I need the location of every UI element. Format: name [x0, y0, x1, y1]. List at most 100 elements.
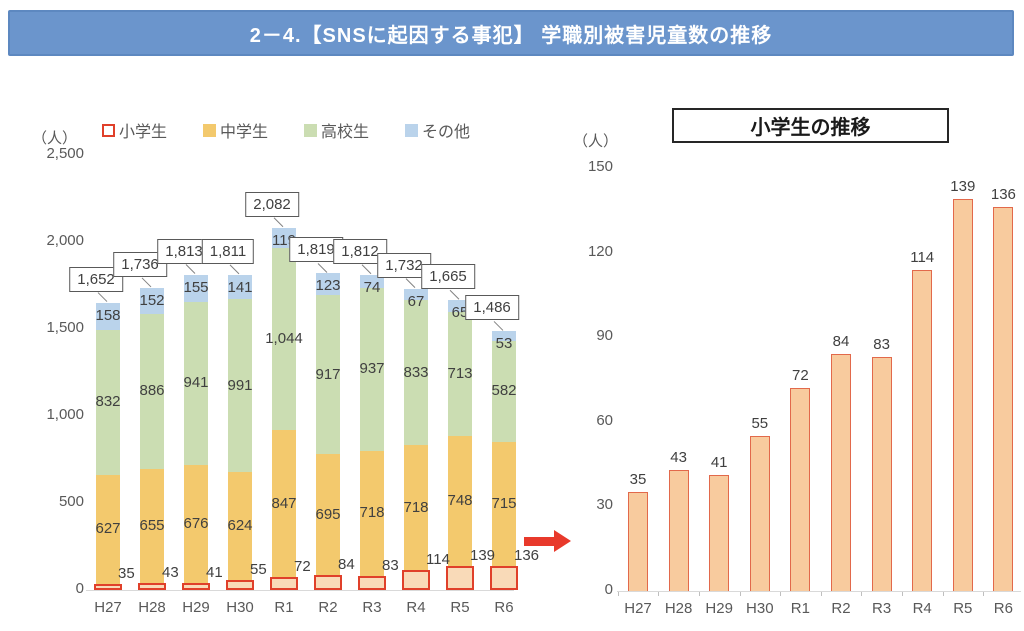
- x-axis-tick: [820, 592, 822, 596]
- y-tick-label: 2,500: [46, 145, 84, 162]
- bar: [993, 207, 1014, 591]
- x-tick-label: H29: [182, 599, 210, 616]
- segment-value-high: 1,044: [265, 330, 303, 348]
- segment-value-high: 833: [403, 363, 429, 381]
- segment-high: [272, 248, 296, 431]
- x-tick-label: H27: [624, 600, 652, 617]
- elementary-box: [138, 582, 166, 590]
- segment-middle: [272, 430, 296, 578]
- legend-swatch-middle: [203, 123, 217, 137]
- y-tick-label: 120: [587, 242, 613, 260]
- x-tick-label: H30: [746, 600, 774, 617]
- segment-high: [140, 314, 164, 469]
- total-callout: 1,486: [465, 295, 519, 321]
- page-title-bar: 2－4.【SNSに起因する事犯】 学職別被害児童数の推移: [8, 10, 1014, 56]
- bar: [628, 492, 648, 591]
- legend-label-middle: 中学生: [220, 124, 269, 141]
- total-callout: 1,811: [201, 238, 255, 264]
- segment-value-other: 158: [95, 307, 121, 325]
- segment-middle: [316, 454, 340, 576]
- segment-other: [184, 274, 208, 302]
- x-tick-label: R4: [912, 600, 932, 617]
- segment-high: [96, 330, 120, 475]
- x-tick-label: R4: [406, 599, 426, 616]
- segment-middle: [448, 435, 472, 566]
- elementary-box: [490, 566, 518, 590]
- elementary-box: [314, 575, 342, 590]
- bar-value-label: 114: [910, 248, 935, 266]
- x-axis-tick: [983, 592, 985, 596]
- legend-label-other: その他: [422, 124, 471, 141]
- segment-other: [404, 288, 428, 301]
- x-axis: [617, 591, 1021, 592]
- red-arrow: [524, 530, 572, 552]
- segment-value-high: 713: [447, 364, 473, 382]
- legend-item-middle: 中学生: [203, 118, 268, 142]
- right-plot: 0 30 60 90 120 150 35 H27 43 H28 41 H29 55 H30 72 R1 84 R…: [565, 105, 1024, 631]
- segment-middle: [492, 441, 516, 567]
- segment-middle: [228, 471, 252, 581]
- elementary-box: [94, 583, 122, 590]
- bar: [952, 199, 973, 591]
- segment-value-elementary: 55: [250, 561, 267, 579]
- elementary-box: [358, 575, 386, 590]
- segment-value-high: 832: [95, 393, 121, 411]
- segment-value-other: 155: [183, 279, 209, 297]
- segment-value-other: 141: [227, 278, 253, 296]
- y-tick-label: 90: [596, 327, 613, 345]
- legend-item-other: その他: [405, 118, 470, 142]
- left-plot: 0 500 1,000 1,500 2,000 2,500 627 832 158 35 1,652…: [20, 105, 539, 630]
- segment-value-other: 67: [407, 292, 425, 310]
- bar: [912, 269, 933, 591]
- x-axis-tick: [698, 592, 700, 596]
- segment-other: [140, 287, 164, 315]
- x-axis-tick: [739, 592, 741, 596]
- segment-middle: [404, 445, 428, 571]
- x-tick-label: R5: [450, 599, 470, 616]
- bar: [709, 475, 730, 591]
- bar-value-label: 136: [990, 186, 1016, 204]
- stacked-chart-panel: （人） 小学生 中学生 高校生 その他 0 500 1,000 1,500 2,000 2,50…: [20, 105, 539, 630]
- y-tick-label: 500: [58, 493, 84, 510]
- x-axis-tick: [780, 592, 782, 596]
- segment-value-middle: 718: [359, 504, 385, 522]
- bar-value-label: 35: [629, 471, 647, 489]
- segment-other: [96, 302, 120, 331]
- segment-value-elementary: 136: [514, 547, 540, 565]
- segment-value-middle: 627: [95, 520, 121, 538]
- y-tick-label: 1,000: [46, 406, 84, 423]
- elementary-box: [402, 570, 430, 590]
- bar-value-label: 41: [710, 454, 728, 472]
- x-axis-tick: [901, 592, 903, 596]
- segment-value-middle: 718: [403, 498, 429, 516]
- left-unit-label: （人）: [32, 130, 78, 147]
- x-axis-tick: [942, 592, 944, 596]
- legend-swatch-elementary: [102, 123, 115, 137]
- x-tick-label: R1: [790, 600, 810, 617]
- y-tick-label: 150: [587, 158, 613, 175]
- segment-value-elementary: 72: [294, 558, 311, 576]
- x-tick-label: R6: [494, 599, 514, 616]
- segment-middle: [140, 468, 164, 583]
- legend-item-elementary: 小学生: [102, 118, 167, 142]
- segment-other: [316, 273, 340, 295]
- bar: [871, 356, 892, 591]
- x-tick-label: R2: [318, 599, 338, 616]
- legend-item-high: 高校生: [304, 118, 369, 142]
- x-tick-label: R6: [993, 600, 1013, 617]
- segment-value-high: 886: [139, 382, 165, 400]
- bar-value-label: 72: [792, 366, 809, 384]
- segment-value-other: 152: [139, 292, 165, 310]
- segment-middle: [184, 465, 208, 583]
- segment-high: [184, 301, 208, 466]
- sub-chart-title-box: 小学生の推移: [672, 108, 949, 143]
- x-tick-label: R3: [362, 599, 382, 616]
- x-axis-tick: [861, 592, 863, 596]
- legend-label-high: 高校生: [321, 124, 370, 141]
- segment-middle: [360, 450, 384, 576]
- y-tick-label: 0: [604, 581, 613, 598]
- segment-value-other: 65: [451, 304, 469, 322]
- segment-other: [492, 331, 516, 341]
- legend-swatch-high: [304, 123, 318, 137]
